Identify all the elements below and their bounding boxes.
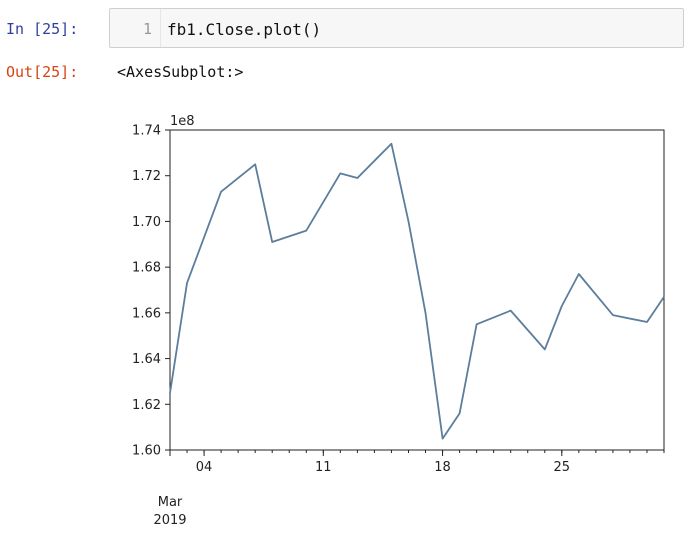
y-tick-label: 1.68 (132, 261, 161, 276)
x-month-label: Mar (158, 495, 183, 510)
code-line[interactable]: fb1.Close.plot() (167, 20, 322, 39)
line-number-gutter: 1 (110, 9, 161, 47)
offset-label: 1e8 (170, 114, 195, 129)
input-prompt: In [25]: (6, 20, 79, 38)
output-prompt: Out[25]: (6, 63, 79, 81)
x-tick-label: 18 (434, 460, 451, 475)
y-tick-label: 1.74 (132, 124, 161, 139)
y-tick-label: 1.70 (132, 215, 161, 230)
y-tick-label: 1.66 (132, 306, 161, 321)
x-tick-label: 25 (554, 460, 571, 475)
series-line-close (169, 142, 665, 440)
output-text: <AxesSubplot:> (117, 63, 244, 81)
code-input-area[interactable]: 1 fb1.Close.plot() (109, 8, 684, 48)
x-tick-label: 11 (315, 460, 332, 475)
x-tick-label: 04 (196, 460, 213, 475)
x-year-label: 2019 (153, 513, 186, 528)
line-number: 1 (142, 20, 152, 38)
y-axis: 1.60 1.62 1.64 1.66 1.68 1.70 1.72 1.74 (132, 124, 170, 459)
y-tick-label: 1.60 (132, 444, 161, 459)
y-tick-label: 1.72 (132, 169, 161, 184)
plot-frame (169, 129, 665, 451)
y-tick-label: 1.62 (132, 398, 161, 413)
x-axis: 04 11 18 25 (169, 450, 665, 475)
y-tick-label: 1.64 (132, 352, 161, 367)
